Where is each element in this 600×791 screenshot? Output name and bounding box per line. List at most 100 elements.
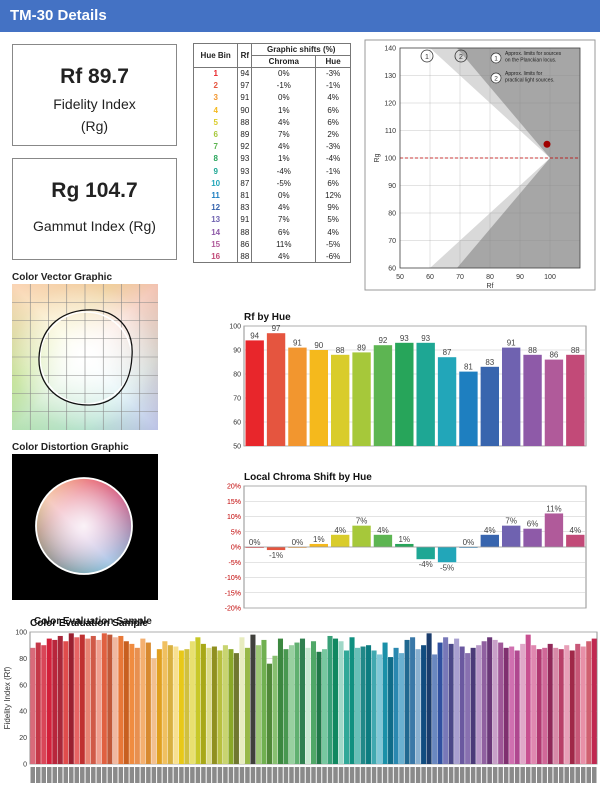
- bar: [580, 646, 586, 764]
- sample-tick-marker: [498, 767, 503, 783]
- sample-tick-marker: [580, 767, 586, 783]
- test-source-vector-shape: [38, 309, 133, 406]
- bar: [501, 525, 521, 547]
- region-1-marker: [420, 49, 434, 63]
- bar: [544, 513, 564, 547]
- data-label: 6%: [527, 520, 539, 529]
- table-row: 10 87 -5% 6%: [192, 177, 351, 190]
- sample-tick-marker: [564, 767, 569, 783]
- bar: [352, 352, 371, 446]
- sample-tick-marker: [553, 767, 558, 783]
- sample-tick-marker: [294, 767, 300, 783]
- bar: [79, 634, 85, 764]
- bar: [514, 650, 520, 764]
- sample-tick-marker: [465, 767, 470, 783]
- rf-cell: 97: [237, 79, 253, 92]
- rf-cell: 92: [237, 140, 253, 153]
- bar: [35, 642, 41, 764]
- sample-tick-marker: [234, 767, 239, 783]
- data-label: 81: [464, 363, 473, 372]
- sample-tick-marker: [129, 767, 135, 783]
- sample-tick-marker: [388, 767, 393, 783]
- bar: [309, 543, 329, 547]
- bar: [564, 645, 570, 764]
- chroma-cell: 4%: [251, 116, 317, 129]
- sample-tick-marker: [168, 767, 173, 783]
- sample-tick-marker: [36, 767, 41, 783]
- hue-bin-cell: 11: [192, 189, 239, 202]
- sample-tick-marker: [283, 767, 289, 783]
- rf-cell: 88: [237, 116, 253, 129]
- bar: [195, 637, 201, 764]
- bar: [217, 650, 223, 764]
- sample-tick-marker: [239, 767, 245, 783]
- sample-tick-marker: [432, 767, 437, 783]
- bar: [366, 645, 372, 764]
- sample-tick-marker: [333, 767, 338, 783]
- sample-tick-marker: [52, 767, 58, 783]
- table-row: 4 90 1% 6%: [192, 104, 351, 117]
- bar: [509, 646, 515, 764]
- sample-tick-marker: [382, 767, 388, 783]
- sample-tick-marker: [80, 767, 85, 783]
- bar: [454, 638, 460, 764]
- sample-tick-marker: [118, 767, 124, 783]
- rg-label: Gammut Index (Rg): [33, 218, 156, 234]
- bar: [586, 641, 592, 764]
- sample-tick-marker: [267, 767, 272, 783]
- sample-tick-marker: [558, 767, 564, 783]
- sample-tick-marker: [63, 767, 69, 783]
- sample-tick-marker: [102, 767, 107, 783]
- table-row: 9 93 -4% -1%: [192, 165, 351, 178]
- y-tick-label: 50: [233, 444, 241, 451]
- bar: [377, 654, 383, 764]
- bar: [245, 340, 264, 446]
- sample-tick-marker: [272, 767, 278, 783]
- bar: [272, 655, 278, 764]
- bar: [162, 641, 168, 764]
- table-row: 5 88 4% 6%: [192, 116, 351, 129]
- sample-tick-marker: [69, 767, 74, 783]
- gamut-card: Rg 104.7 Gammut Index (Rg): [12, 158, 177, 260]
- sample-tick-marker: [30, 767, 36, 783]
- y-tick-label: 110: [385, 128, 396, 135]
- data-label: 91: [507, 339, 516, 348]
- chart-title: Color Evaluation Sample: [30, 618, 148, 629]
- hue-bin-cell: 8: [192, 152, 239, 165]
- table-row: 13 91 7% 5%: [192, 213, 351, 226]
- bar: [288, 347, 307, 446]
- bar: [46, 638, 52, 764]
- data-label: 97: [272, 324, 281, 333]
- sample-tick-marker: [426, 767, 432, 783]
- legend-text: Approx. limits for practical light source…: [505, 71, 554, 84]
- data-label: 89: [357, 343, 366, 352]
- bar: [355, 647, 361, 764]
- sample-tick-marker: [195, 767, 201, 783]
- x-tick-label: 70: [456, 274, 464, 281]
- bar: [288, 547, 307, 548]
- bar: [266, 663, 272, 764]
- hue-bin-cell: 2: [192, 79, 239, 92]
- bar: [129, 643, 135, 764]
- sample-tick-marker: [190, 767, 195, 783]
- data-label: 88: [571, 346, 580, 355]
- color-vector-label: Color Vector Graphic: [12, 272, 113, 283]
- y-tick-label: 70: [233, 396, 241, 403]
- bar: [74, 637, 80, 764]
- bar: [211, 646, 217, 764]
- bar: [542, 647, 548, 764]
- sample-tick-marker: [162, 767, 168, 783]
- bar: [525, 634, 531, 764]
- data-label: 90: [314, 341, 323, 350]
- fidelity-card: Rf 89.7 Fidelity Index (Rg): [12, 44, 177, 146]
- sample-tick-marker: [91, 767, 96, 783]
- bar: [481, 641, 487, 764]
- data-label: 1%: [399, 535, 411, 544]
- bar: [52, 639, 58, 764]
- sample-tick-marker: [520, 767, 525, 783]
- y-tick-label: -5%: [229, 560, 241, 567]
- bar: [492, 639, 498, 764]
- bar: [531, 645, 537, 764]
- bar: [566, 354, 585, 446]
- bar: [373, 345, 393, 446]
